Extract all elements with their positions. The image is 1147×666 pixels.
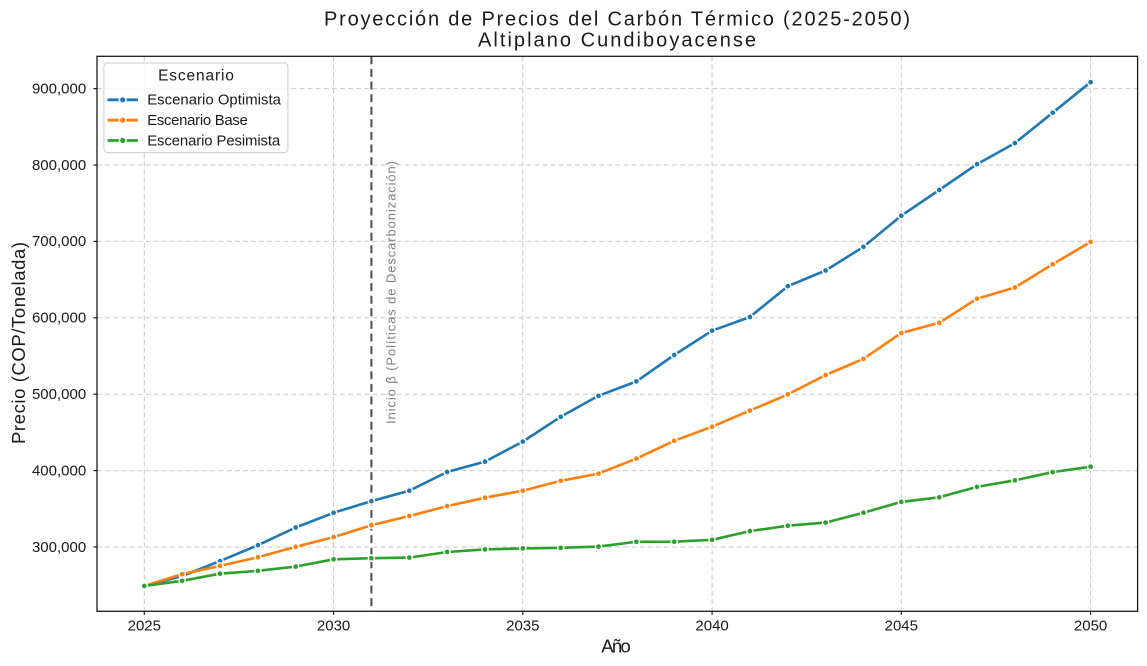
svg-text:Escenario Base: Escenario Base	[147, 113, 248, 129]
svg-text:2040: 2040	[695, 618, 728, 635]
svg-text:2030: 2030	[317, 618, 350, 635]
svg-text:Escenario: Escenario	[158, 68, 234, 85]
svg-text:Proyección de Precios del Carb: Proyección de Precios del Carbón Térmico…	[324, 9, 910, 31]
svg-text:Escenario Optimista: Escenario Optimista	[147, 93, 281, 109]
svg-text:Escenario Pesimista: Escenario Pesimista	[147, 133, 281, 149]
svg-text:2050: 2050	[1074, 618, 1107, 635]
svg-text:700,000: 700,000	[32, 233, 86, 250]
svg-text:Altiplano Cundiboyacense: Altiplano Cundiboyacense	[478, 30, 756, 52]
svg-text:500,000: 500,000	[32, 386, 86, 403]
svg-text:600,000: 600,000	[32, 310, 86, 327]
svg-text:2025: 2025	[128, 618, 161, 635]
svg-text:Año: Año	[601, 635, 631, 656]
svg-text:2045: 2045	[885, 618, 918, 635]
svg-text:Inicio β (Políticas de Descarb: Inicio β (Políticas de Descarbonización)	[384, 161, 399, 424]
svg-text:2035: 2035	[506, 618, 539, 635]
svg-text:800,000: 800,000	[32, 157, 86, 174]
svg-text:900,000: 900,000	[32, 80, 86, 97]
svg-text:Precio (COP/Tonelada): Precio (COP/Tonelada)	[8, 242, 29, 444]
svg-text:300,000: 300,000	[32, 539, 86, 556]
svg-text:400,000: 400,000	[32, 462, 86, 479]
